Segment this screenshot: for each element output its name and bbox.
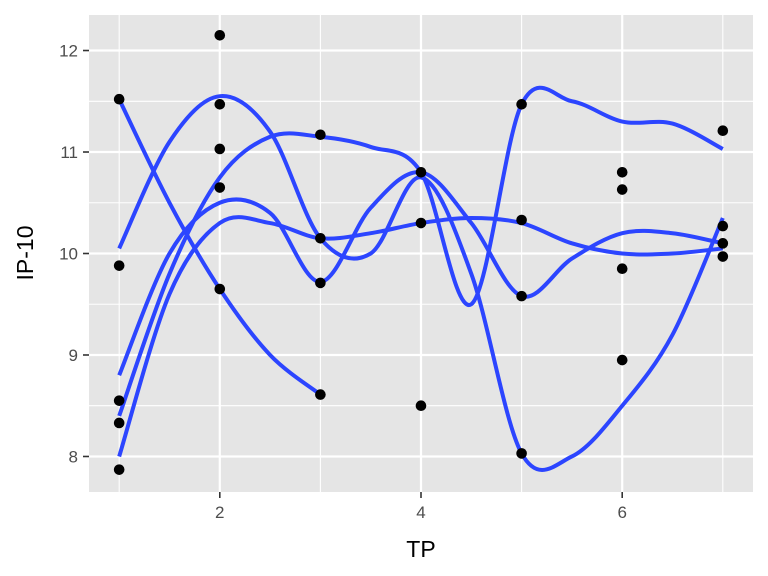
- data-point: [717, 220, 729, 232]
- data-point: [214, 99, 226, 110]
- x-tick-label: 4: [416, 503, 425, 522]
- data-point: [315, 389, 326, 400]
- x-axis-title: TP: [406, 536, 435, 562]
- data-point: [415, 400, 427, 412]
- y-axis-title: IP-10: [12, 226, 38, 281]
- data-point: [315, 232, 326, 244]
- y-tick-label: 9: [69, 346, 78, 365]
- smooth-lines: [117, 85, 725, 472]
- data-point: [113, 395, 125, 406]
- data-point: [214, 143, 226, 155]
- data-point: [516, 290, 527, 302]
- data-point: [516, 214, 527, 226]
- data-point: [616, 184, 628, 195]
- smooth-line-3: [117, 170, 724, 377]
- data-point: [616, 167, 628, 178]
- data-point: [616, 263, 628, 275]
- data-point: [415, 217, 427, 229]
- x-tick-label: 6: [617, 503, 626, 522]
- x-tick-label: 2: [215, 503, 224, 522]
- data-point: [113, 464, 125, 475]
- smooth-line-5: [117, 215, 724, 458]
- data-point: [616, 354, 628, 366]
- data-point: [717, 238, 729, 249]
- y-tick-label: 8: [69, 447, 78, 466]
- data-point: [717, 125, 729, 136]
- data-point: [717, 251, 729, 262]
- data-point: [214, 29, 226, 41]
- smooth-line-4: [117, 85, 724, 417]
- y-tick-label: 11: [60, 143, 78, 162]
- data-point: [315, 277, 326, 289]
- y-tick-label: 12: [59, 42, 78, 61]
- data-points: [113, 29, 729, 475]
- x-axis: 2 4 6: [215, 492, 627, 522]
- data-point: [315, 129, 326, 141]
- data-point: [516, 99, 527, 110]
- data-point: [113, 260, 125, 271]
- data-point: [516, 448, 527, 459]
- y-tick-label: 10: [59, 245, 78, 264]
- data-point: [415, 167, 427, 178]
- data-point: [214, 283, 226, 295]
- data-point: [214, 182, 226, 193]
- data-point: [113, 93, 125, 105]
- data-point: [113, 417, 125, 429]
- smooth-line-2: [117, 94, 725, 472]
- y-axis: 8 9 10 11 12: [59, 42, 89, 466]
